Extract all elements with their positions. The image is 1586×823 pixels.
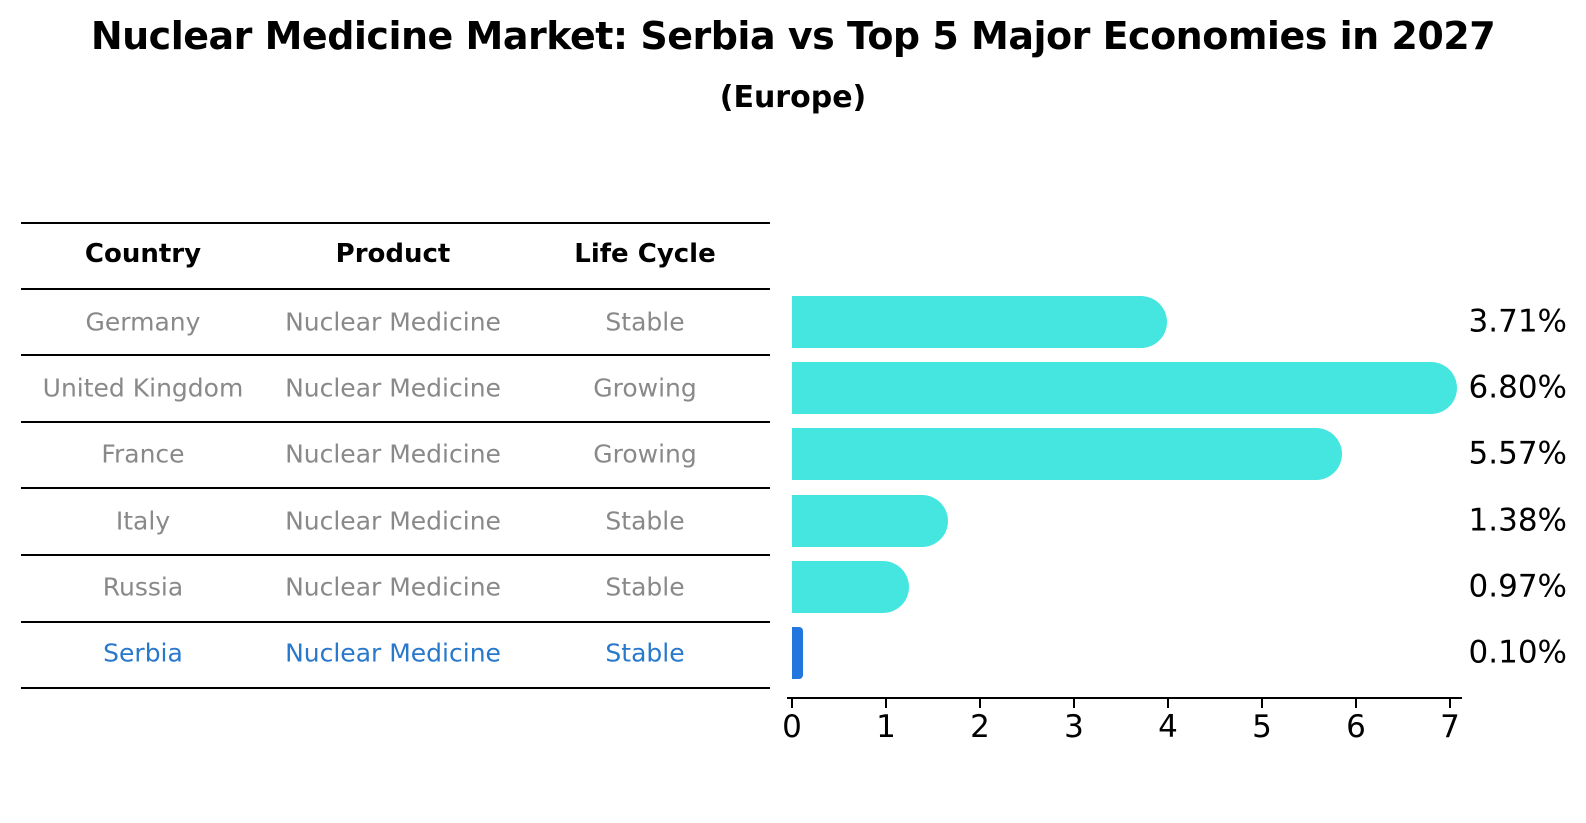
- table-rule: [21, 621, 770, 623]
- country-cell: France: [101, 439, 185, 469]
- country-cell: United Kingdom: [42, 373, 244, 403]
- table-rule: [21, 354, 770, 356]
- header-cell-product: Product: [335, 239, 451, 269]
- x-axis-tick: [1167, 699, 1169, 708]
- x-axis-tick-label: 3: [1064, 709, 1084, 745]
- x-axis-tick: [1449, 699, 1451, 708]
- value-label: 5.57%: [1468, 435, 1567, 472]
- x-axis-tick-label: 1: [876, 709, 896, 745]
- product-cell: Nuclear Medicine: [285, 638, 501, 668]
- x-axis-tick-label: 7: [1440, 709, 1460, 745]
- value-label: 1.38%: [1468, 502, 1567, 539]
- x-axis-tick-label: 6: [1346, 709, 1366, 745]
- chart-title: Nuclear Medicine Market: Serbia vs Top 5…: [90, 14, 1496, 58]
- table-rule: [21, 222, 770, 224]
- x-axis-tick: [1073, 699, 1075, 708]
- lifecycle-cell: Growing: [593, 439, 697, 469]
- x-axis-line: [787, 697, 1462, 699]
- bar-russia: [792, 561, 910, 613]
- country-cell: Germany: [85, 307, 201, 337]
- value-label: 3.71%: [1468, 303, 1567, 340]
- product-cell: Nuclear Medicine: [285, 307, 501, 337]
- x-axis-tick: [979, 699, 981, 708]
- lifecycle-cell: Stable: [605, 307, 685, 337]
- lifecycle-cell: Stable: [605, 506, 685, 536]
- product-cell: Nuclear Medicine: [285, 572, 501, 602]
- bar-germany: [792, 296, 1167, 348]
- x-axis-tick-label: 2: [970, 709, 990, 745]
- table-rule: [21, 288, 770, 290]
- chart-subtitle: (Europe): [719, 80, 867, 115]
- value-label: 0.97%: [1468, 568, 1567, 605]
- bar-italy: [792, 495, 948, 547]
- bar-france: [792, 428, 1342, 480]
- x-axis-tick-label: 4: [1158, 709, 1178, 745]
- table-rule: [21, 687, 770, 689]
- x-axis-tick-label: 5: [1252, 709, 1272, 745]
- x-axis-tick-label: 0: [782, 709, 802, 745]
- x-axis-tick: [1261, 699, 1263, 708]
- x-axis-tick: [1355, 699, 1357, 708]
- lifecycle-cell: Stable: [605, 572, 685, 602]
- table-rule: [21, 421, 770, 423]
- product-cell: Nuclear Medicine: [285, 439, 501, 469]
- x-axis-tick: [791, 699, 793, 708]
- country-cell: Italy: [115, 506, 171, 536]
- country-cell: Serbia: [103, 638, 183, 668]
- header-cell-country: Country: [84, 239, 202, 269]
- lifecycle-cell: Growing: [593, 373, 697, 403]
- product-cell: Nuclear Medicine: [285, 373, 501, 403]
- bar-serbia: [792, 627, 804, 679]
- value-label: 6.80%: [1468, 369, 1567, 406]
- header-cell-lifecycle: Life Cycle: [574, 239, 716, 269]
- table-rule: [21, 487, 770, 489]
- product-cell: Nuclear Medicine: [285, 506, 501, 536]
- x-axis-tick: [885, 699, 887, 708]
- country-cell: Russia: [102, 572, 184, 602]
- table-rule: [21, 554, 770, 556]
- value-label: 0.10%: [1468, 634, 1567, 671]
- lifecycle-cell: Stable: [605, 638, 685, 668]
- bar-united-kingdom: [792, 362, 1458, 414]
